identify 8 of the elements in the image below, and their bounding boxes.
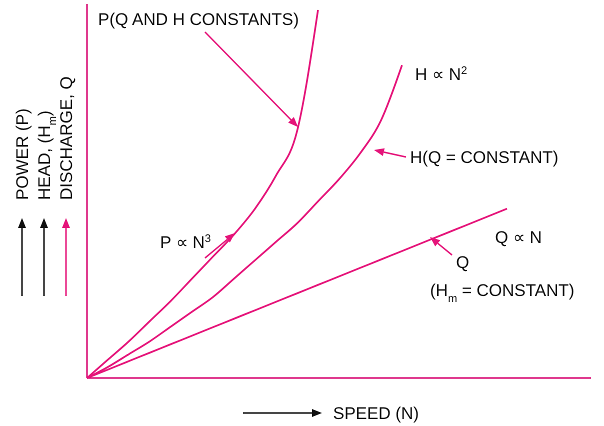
annotation: (H$_{m}$ = CONSTANT) [430, 281, 574, 305]
annotation: P(Q AND H CONSTANTS) [98, 10, 299, 29]
annotation: Q [456, 253, 470, 272]
annotation: Q ∝ N [495, 228, 542, 247]
annotation: H(Q = CONSTANT) [410, 148, 558, 167]
annotation: P ∝ N$^{3}$ [160, 233, 211, 252]
x-axis-title: SPEED (N) [333, 404, 419, 423]
annotation: H ∝ N$^{2}$ [415, 65, 468, 84]
